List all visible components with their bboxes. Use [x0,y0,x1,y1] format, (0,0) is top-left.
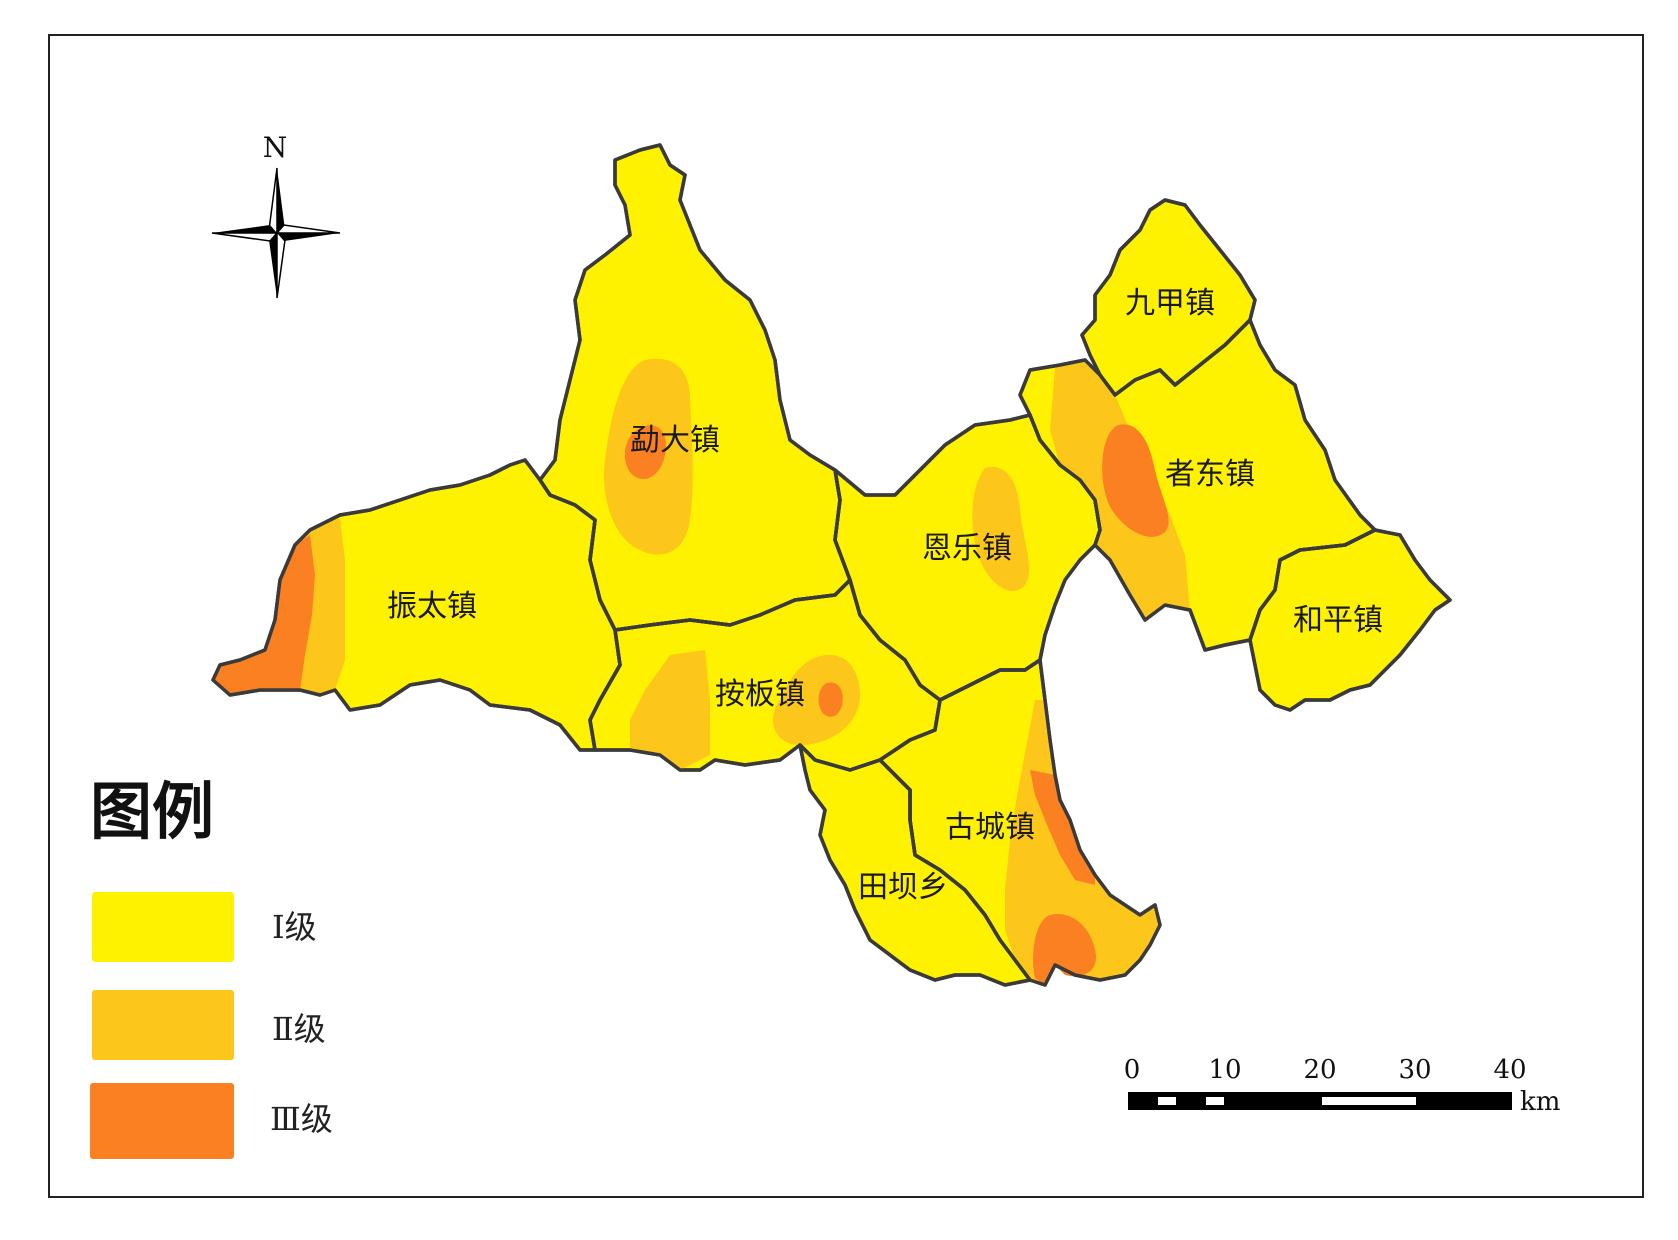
zone-level3-gucheng-lower [1033,914,1096,985]
region-enle-border [833,413,1102,702]
scale-bar: 0 10 20 30 40 km [1124,1055,1561,1117]
scale-tick-40: 40 [1493,1055,1526,1085]
north-arrow-east-point-light [275,224,341,234]
legend-title: 图例 [90,775,214,848]
north-arrow-north-point-dark [277,168,285,238]
legend-label-level2: Ⅱ级 [272,1010,326,1048]
zone-level3-gucheng-upper [1030,770,1095,885]
town-label-layer: 勐大镇 振太镇 按板镇 恩乐镇 九甲镇 者东镇 和平镇 古城镇 田坝乡 [387,286,1383,905]
town-label-tianba: 田坝乡 [858,870,948,905]
scale-tick-10: 10 [1208,1055,1241,1085]
region-tianba-border [798,743,1032,987]
town-label-jiujia: 九甲镇 [1125,286,1215,321]
boundary-layer [211,143,1452,987]
north-arrow-west-point-light [211,232,279,242]
region-layer [211,143,1452,987]
north-arrow: N [211,131,341,299]
legend-swatch-level1 [92,892,234,962]
north-arrow-south-point-light [276,230,286,299]
north-label: N [263,131,288,164]
town-label-enle: 恩乐镇 [922,531,1012,566]
town-label-zhedong: 者东镇 [1165,457,1255,492]
scale-bar-segment-3 [1322,1097,1416,1105]
zone-level2-anban-east [772,654,860,745]
legend-swatch-level3 [90,1083,234,1159]
north-arrow-south-point-dark [269,232,277,298]
zone-level3-zhentai [213,535,315,695]
scale-tick-20: 20 [1303,1055,1336,1085]
legend-swatch-level2 [92,990,234,1060]
town-label-anban: 按板镇 [715,677,805,712]
scale-tick-0: 0 [1124,1055,1141,1085]
zone-level2-enle [972,466,1030,591]
zone-level2-anban-west [630,650,710,770]
town-label-zhentai: 振太镇 [387,589,477,624]
hazard-zone-layer [213,358,1190,985]
scale-tick-30: 30 [1398,1055,1431,1085]
scale-bar-segment-2 [1206,1097,1224,1105]
scale-bar-segment-1 [1158,1097,1176,1105]
zone-level3-mengda [624,425,666,479]
region-heping-border [1248,528,1452,712]
scale-unit: km [1520,1087,1560,1117]
zone-level2-gucheng [1005,700,1160,985]
legend-label-level3: Ⅲ级 [270,1100,333,1138]
zone-level3-zhedong [1102,424,1169,537]
legend: 图例 Ⅰ级 Ⅱ级 Ⅲ级 [90,775,333,1159]
town-label-mengda: 勐大镇 [630,423,720,458]
north-arrow-east-point-dark [277,233,340,241]
zone-level3-anban [818,682,843,717]
town-label-heping: 和平镇 [1293,603,1383,638]
town-label-gucheng: 古城镇 [945,810,1035,845]
north-arrow-west-point-dark [212,225,277,233]
legend-label-level1: Ⅰ级 [272,908,317,946]
scale-bar-track [1128,1092,1512,1110]
